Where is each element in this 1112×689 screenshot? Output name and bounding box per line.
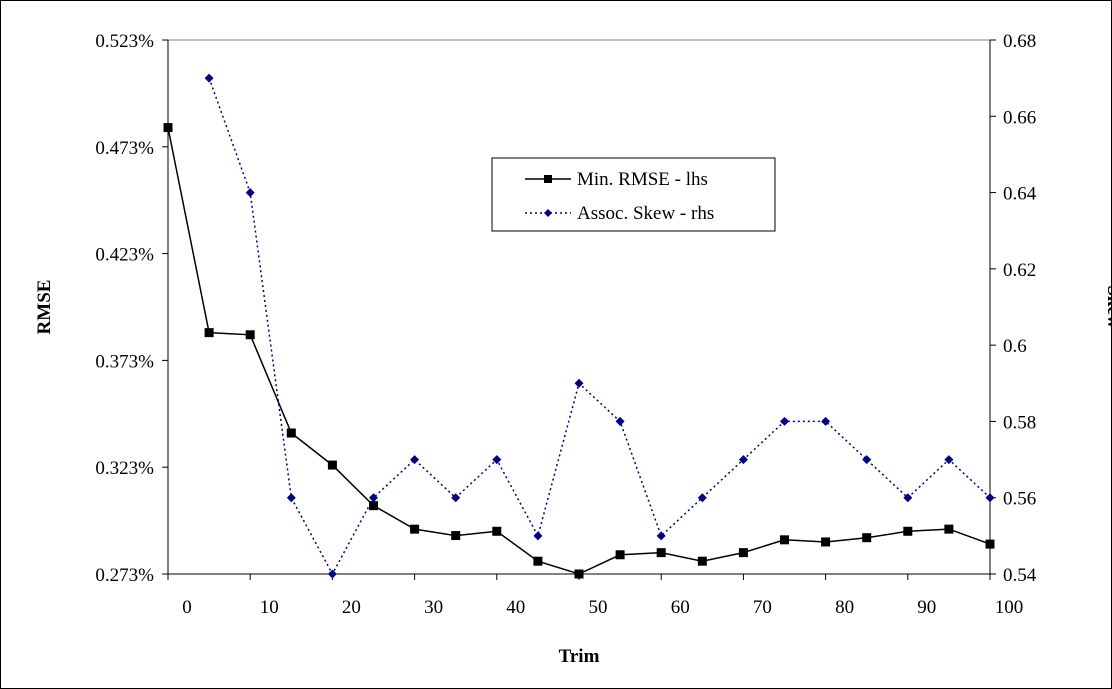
left-tick-label: 0.273% [95, 565, 154, 586]
rmse-data-point [656, 548, 666, 558]
skew-series-line [208, 77, 991, 576]
skew-data-point [985, 493, 995, 503]
legend-item-skew: Assoc. Skew - rhs [525, 203, 714, 224]
rmse-data-point [451, 531, 461, 541]
x-tick-label: 0 [182, 597, 192, 618]
rmse-data-point [821, 537, 831, 547]
legend-item-rmse: Min. RMSE - lhs [525, 169, 708, 190]
skew-data-point [944, 455, 954, 465]
rmse-series [163, 123, 995, 579]
x-tick-label: 10 [260, 597, 279, 618]
right-tick-label: 0.6 [1003, 336, 1027, 357]
rmse-data-point [204, 328, 214, 338]
skew-data-point [903, 493, 913, 503]
right-tick-label: 0.62 [1003, 260, 1036, 281]
skew-data-point [615, 416, 625, 426]
skew-data-point [286, 493, 296, 503]
rmse-data-point [533, 556, 543, 566]
rmse-data-point [410, 524, 420, 534]
skew-data-point [492, 455, 502, 465]
skew-series [204, 73, 995, 579]
x-tick-label: 80 [835, 597, 854, 618]
rmse-data-point [697, 556, 707, 566]
x-tick-label: 100 [995, 597, 1024, 618]
rmse-data-point [615, 550, 625, 560]
rmse-data-point [944, 524, 954, 534]
x-axis-title: Trim [559, 646, 600, 667]
legend-skew-marker [544, 209, 552, 217]
skew-data-point [738, 455, 748, 465]
rmse-data-point [327, 460, 337, 470]
right-tick-label: 0.68 [1003, 31, 1036, 52]
x-tick-label: 40 [506, 597, 525, 618]
rmse-data-point [985, 539, 995, 549]
right-tick-label: 0.54 [1003, 565, 1037, 586]
skew-data-point [862, 455, 872, 465]
left-tick-label: 0.323% [95, 458, 154, 479]
x-tick-label: 30 [424, 597, 443, 618]
rmse-data-point [780, 535, 789, 545]
rmse-data-point [286, 428, 296, 438]
left-tick-label: 0.373% [95, 351, 154, 372]
legend-box [491, 157, 776, 232]
skew-data-point [533, 531, 543, 541]
legend: Min. RMSE - lhs Assoc. Skew - rhs [491, 157, 776, 232]
skew-data-point [451, 493, 461, 503]
skew-data-point [410, 455, 420, 465]
right-axis-ticks: 0.54 0.56 0.58 0.6 0.62 0.64 0.66 0.68 [990, 31, 1037, 586]
left-tick-label: 0.523% [95, 31, 154, 52]
rmse-data-point [492, 526, 502, 536]
right-tick-label: 0.66 [1003, 107, 1036, 128]
x-tick-label: 70 [753, 597, 772, 618]
skew-data-point [780, 416, 789, 426]
x-tick-label: 50 [589, 597, 608, 618]
skew-data-point [697, 493, 707, 503]
rmse-data-point [738, 548, 748, 558]
skew-data-point [327, 569, 337, 579]
rmse-data-point [574, 569, 584, 579]
series-layer [163, 73, 995, 579]
rmse-data-point [903, 526, 913, 536]
rmse-data-point [369, 501, 378, 511]
rmse-data-point [862, 533, 872, 543]
x-tick-label: 90 [917, 597, 936, 618]
left-tick-label: 0.473% [95, 138, 154, 159]
skew-data-point [574, 378, 584, 388]
right-tick-label: 0.56 [1003, 489, 1036, 510]
x-axis-ticks: 0 10 20 30 40 50 60 70 80 90 100 [167, 574, 1024, 618]
rmse-data-point [245, 330, 255, 340]
right-axis-title: Skew [1103, 285, 1112, 329]
rmse-data-point [163, 123, 173, 133]
skew-data-point [821, 416, 831, 426]
x-tick-label: 60 [671, 597, 690, 618]
skew-data-point [245, 188, 255, 198]
right-tick-label: 0.64 [1003, 184, 1037, 205]
left-axis-ticks: 0.273% 0.323% 0.373% 0.423% 0.473% 0.523% [95, 31, 168, 586]
legend-skew-label: Assoc. Skew - rhs [577, 203, 714, 224]
legend-rmse-label: Min. RMSE - lhs [577, 169, 708, 190]
legend-rmse-marker [544, 175, 552, 183]
right-tick-label: 0.58 [1003, 412, 1036, 433]
skew-data-point [656, 531, 666, 541]
x-tick-label: 20 [342, 597, 361, 618]
left-tick-label: 0.423% [95, 245, 154, 266]
skew-data-point [369, 493, 378, 503]
skew-data-point [204, 73, 214, 83]
left-axis-title: RMSE [34, 280, 55, 335]
